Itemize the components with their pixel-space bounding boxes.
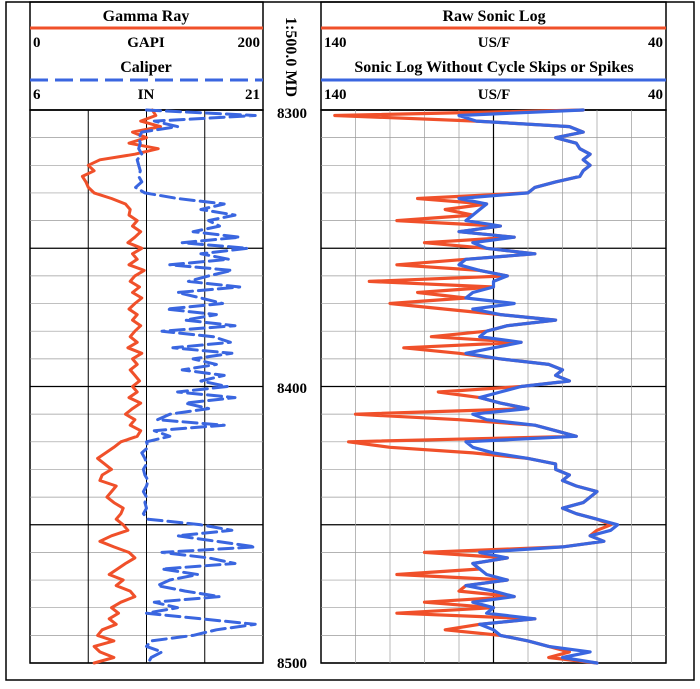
raw-sonic-max: 40 xyxy=(648,35,663,51)
caliper-curve xyxy=(134,108,257,665)
right-header: Raw Sonic Log 140 US/F 40 Sonic Log With… xyxy=(320,1,667,111)
gamma-ray-title: Gamma Ray xyxy=(103,8,190,25)
caliper-title: Caliper xyxy=(120,59,172,76)
clean-sonic-title: Sonic Log Without Cycle Skips or Spikes xyxy=(354,59,633,76)
raw-sonic-min: 140 xyxy=(324,35,347,51)
depth-tick-label: 8400 xyxy=(277,381,307,397)
depth-scale-label: 1:500.0 MD xyxy=(282,17,299,97)
outer-frame xyxy=(5,1,695,681)
clean-sonic-curve xyxy=(457,108,620,665)
gamma-ray-unit: GAPI xyxy=(127,35,165,51)
clean-sonic-max: 40 xyxy=(648,87,663,103)
curve-layer xyxy=(80,108,620,665)
left-header: Gamma Ray 0 GAPI 200 Caliper 6 IN 21 xyxy=(29,1,264,111)
clean-sonic-unit: US/F xyxy=(478,87,511,103)
gamma-ray-min: 0 xyxy=(33,35,41,51)
caliper-unit: IN xyxy=(138,87,155,103)
raw-sonic-unit: US/F xyxy=(478,35,511,51)
grid-layer xyxy=(30,109,666,664)
gamma-ray-curve xyxy=(80,108,162,665)
depth-tick-label: 8500 xyxy=(277,656,307,672)
caliper-max: 21 xyxy=(245,87,260,103)
clean-sonic-min: 140 xyxy=(324,87,347,103)
caliper-min: 6 xyxy=(33,87,41,103)
raw-sonic-title: Raw Sonic Log xyxy=(442,8,545,25)
gamma-ray-max: 200 xyxy=(238,35,261,51)
depth-tick-label: 8300 xyxy=(277,106,307,122)
